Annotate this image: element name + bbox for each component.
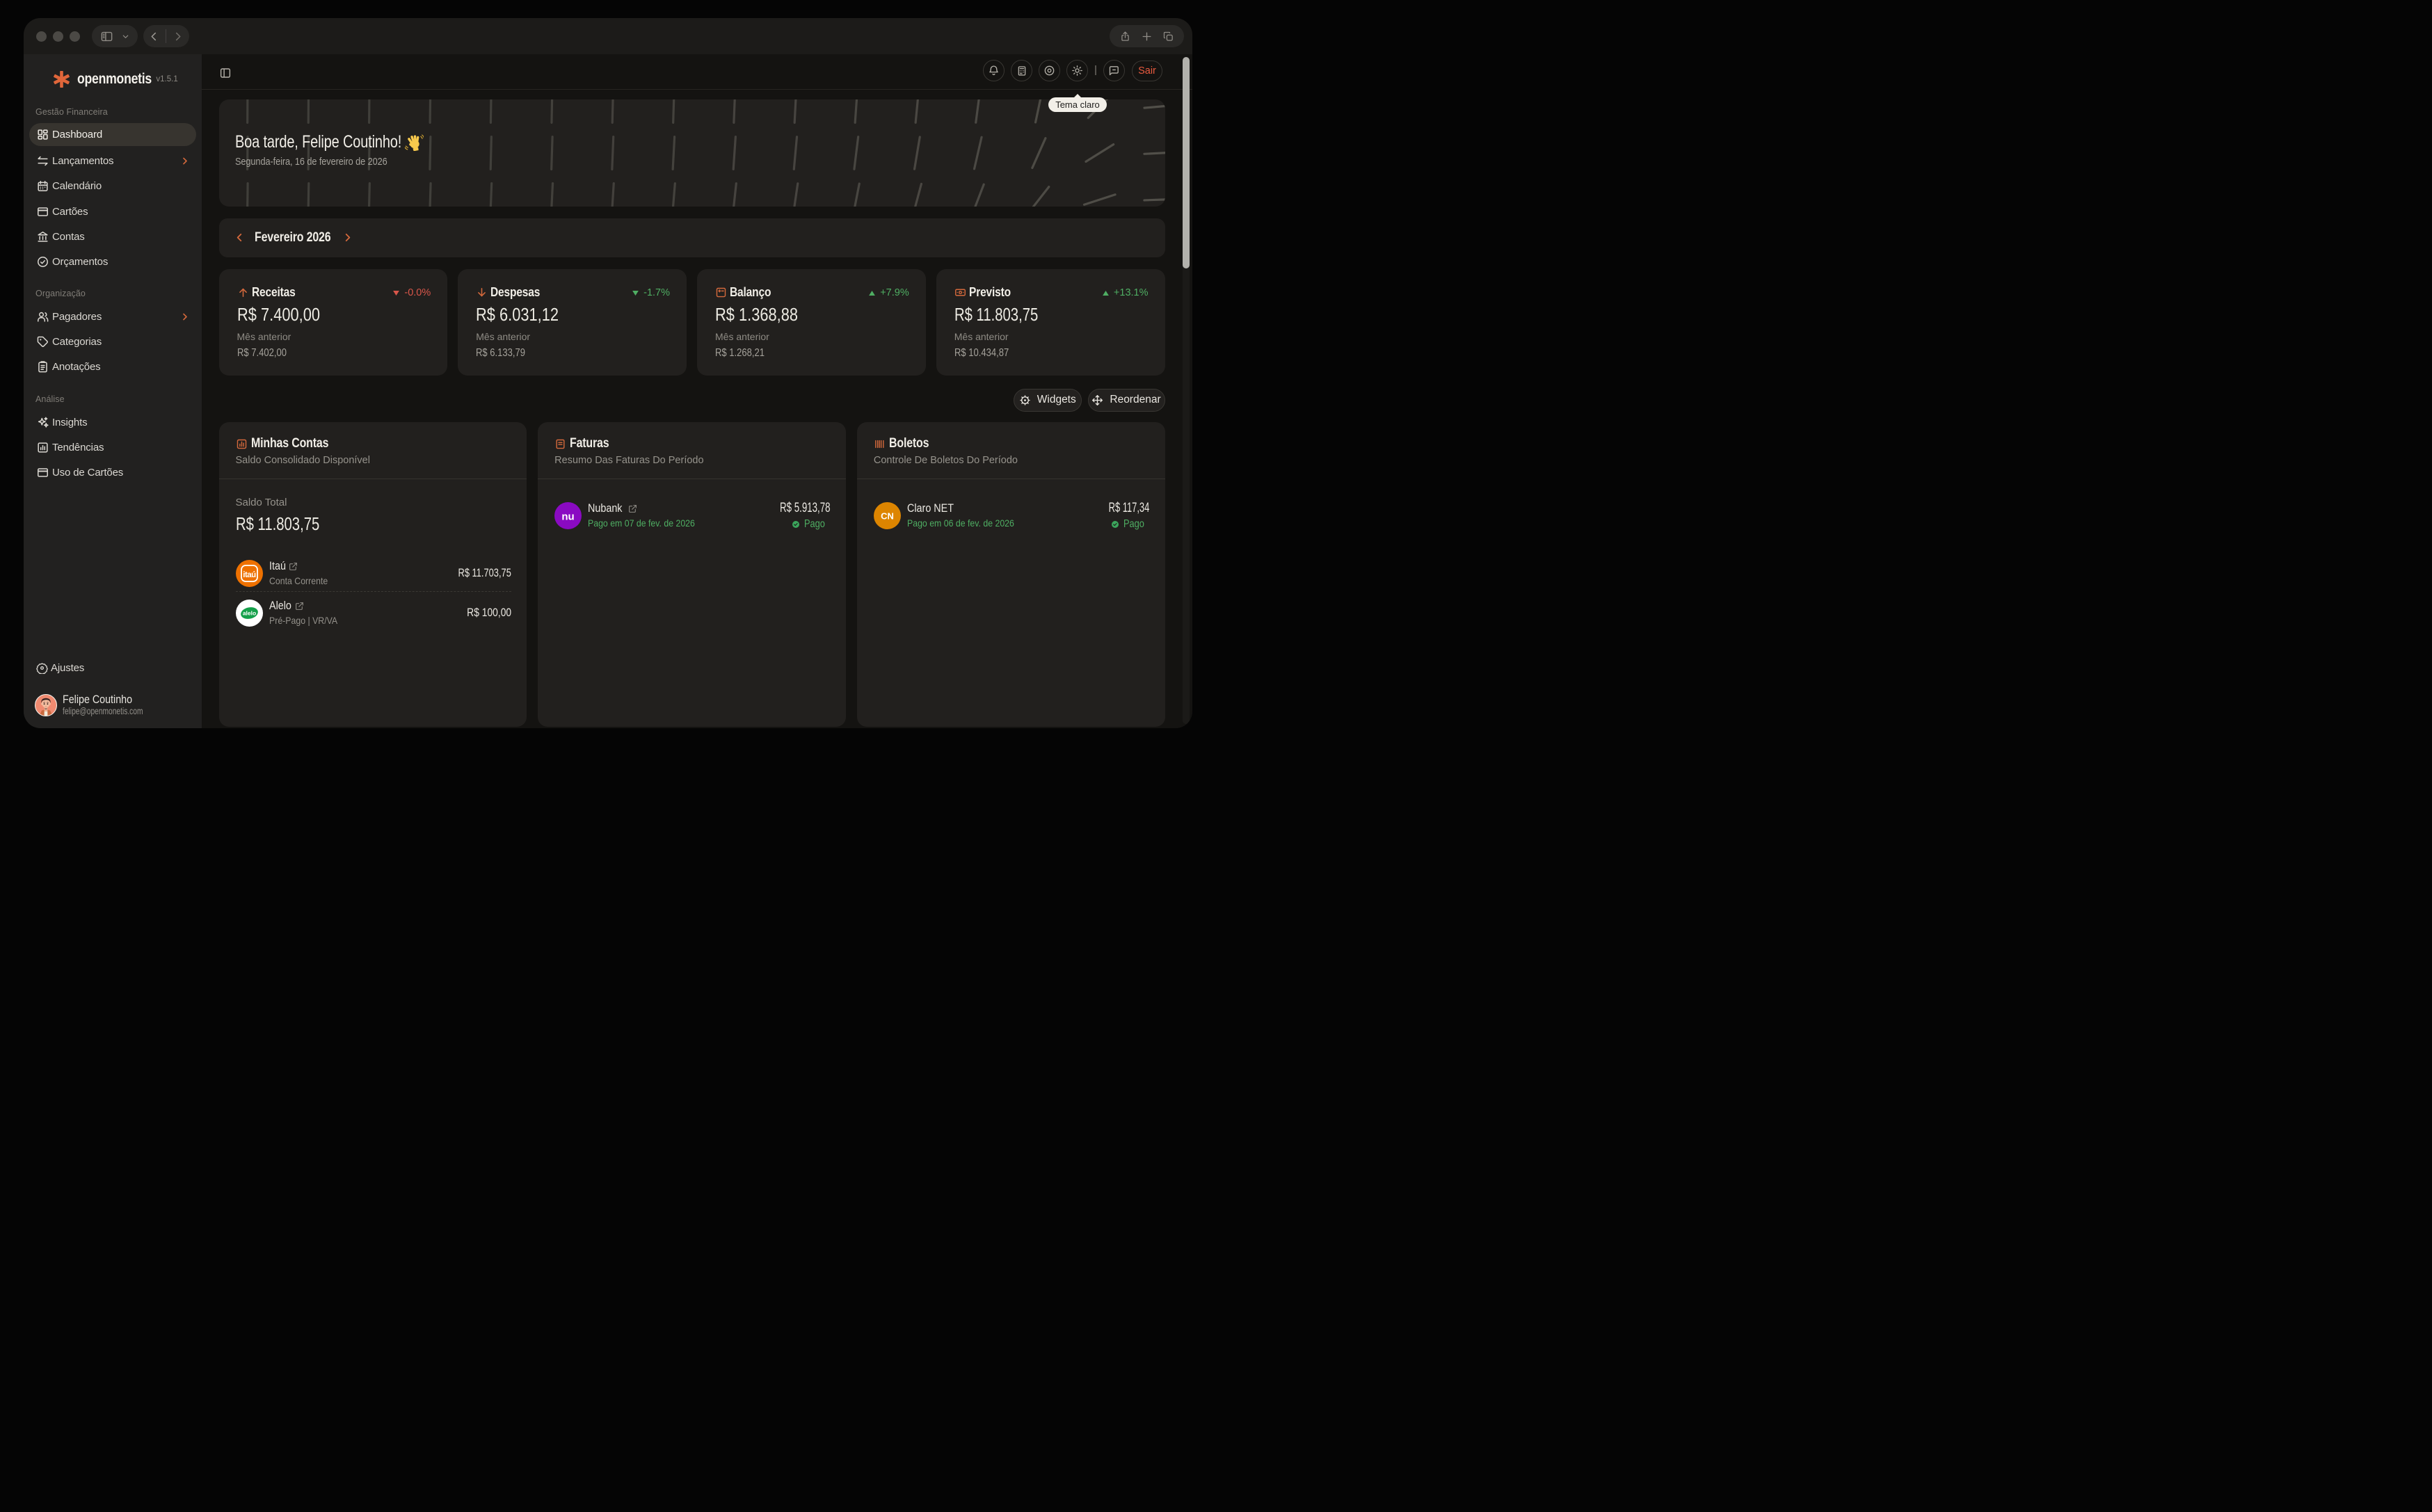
svg-text:itaú: itaú	[243, 571, 256, 579]
svg-text:nu: nu	[562, 510, 575, 522]
svg-text:CN: CN	[881, 510, 894, 521]
svg-text:alelo: alelo	[242, 609, 255, 616]
